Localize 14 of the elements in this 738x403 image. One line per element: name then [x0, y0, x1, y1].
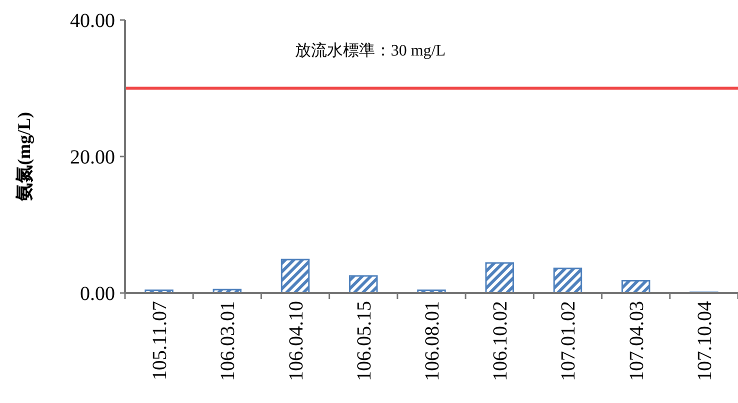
x-tick-label: 106.03.01 [217, 301, 240, 381]
x-tick-label: 106.05.15 [353, 301, 376, 381]
y-tick-label: 0.00 [80, 283, 115, 305]
x-tick-label: 107.10.04 [694, 301, 716, 381]
y-tick-label: 20.00 [70, 146, 115, 168]
x-tick-label: 106.10.02 [490, 301, 512, 381]
x-tick-label: 106.04.10 [285, 301, 308, 381]
x-tick-label: 107.01.02 [558, 301, 580, 381]
x-tick-label: 105.11.07 [149, 301, 172, 380]
y-axis-title: 氨氮(mg/L) [14, 112, 34, 202]
ref-line-label: 放流水標準：30 mg/L [294, 41, 446, 60]
x-tick-label: 106.08.01 [422, 301, 444, 381]
x-tick-label: 107.04.03 [626, 301, 648, 381]
y-tick-label: 40.00 [70, 10, 115, 32]
